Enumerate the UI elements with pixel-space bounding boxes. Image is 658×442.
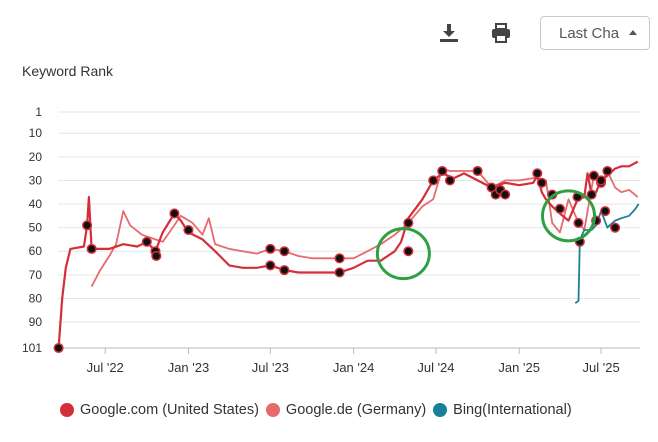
data-marker (532, 168, 543, 179)
legend-swatch-google-com (60, 403, 74, 417)
data-marker (588, 170, 599, 181)
data-marker (279, 246, 290, 257)
highlight-circle (375, 227, 431, 281)
data-marker (600, 206, 611, 217)
x-tick-label: Jan '24 (333, 360, 375, 375)
x-tick-label: Jan '23 (168, 360, 210, 375)
data-marker (53, 342, 64, 354)
caret-up-icon (629, 30, 637, 35)
data-marker (265, 260, 276, 271)
chart-legend: Google.com (United States) Google.de (Ge… (60, 402, 579, 418)
y-tick-label: 70 (29, 268, 43, 282)
download-button[interactable] (434, 18, 464, 48)
data-marker (334, 253, 345, 264)
y-axis-ticks: 1 10 20 30 40 50 60 70 80 90 101 (22, 105, 42, 355)
y-tick-label: 90 (29, 315, 43, 329)
data-marker (265, 243, 276, 254)
y-tick-label: 20 (29, 150, 43, 164)
data-marker (279, 265, 290, 276)
x-tick-label: Jan '25 (498, 360, 540, 375)
grid-lines (58, 111, 640, 349)
data-marker (437, 165, 448, 177)
data-marker (169, 208, 180, 219)
x-tick-label: Jul '22 (87, 360, 124, 375)
x-axis-ticks: Jul '22 Jan '23 Jul '23 Jan '24 Jul '24 Jan '… (87, 348, 620, 375)
y-tick-label: 40 (29, 197, 43, 211)
data-marker (472, 165, 483, 177)
series-line-1 (90, 167, 639, 288)
period-select[interactable]: Last Cha (540, 16, 650, 50)
data-marker (610, 222, 621, 233)
data-marker (444, 175, 456, 186)
y-tick-label: 101 (22, 341, 42, 355)
data-marker (82, 220, 93, 231)
data-marker (554, 203, 565, 214)
legend-item-bing[interactable]: Bing(International) (433, 402, 572, 418)
x-tick-label: Jul '25 (583, 360, 620, 375)
data-markers (53, 165, 621, 354)
legend-item-google-com[interactable]: Google.com (United States) (60, 402, 259, 418)
y-tick-label: 10 (29, 126, 43, 140)
highlight-circles (375, 189, 597, 281)
data-marker (428, 175, 439, 186)
series-lines (57, 160, 640, 349)
x-tick-label: Jul '23 (252, 360, 289, 375)
data-marker (596, 175, 607, 186)
series-line-0 (57, 160, 639, 349)
data-marker (500, 189, 511, 200)
data-marker (573, 217, 584, 228)
legend-item-google-de[interactable]: Google.de (Germany) (265, 402, 427, 418)
y-tick-label: 30 (29, 173, 43, 187)
legend-label-bing: Bing(International) (453, 402, 572, 418)
data-marker (151, 250, 162, 262)
y-tick-label: 60 (29, 244, 43, 258)
data-marker (602, 165, 613, 177)
y-tick-label: 1 (35, 105, 42, 119)
y-tick-label: 50 (29, 221, 43, 235)
data-marker (141, 236, 152, 247)
data-marker (586, 189, 597, 200)
data-marker (334, 267, 345, 278)
y-tick-label: 80 (29, 291, 43, 305)
x-tick-label: Jul '24 (417, 360, 454, 375)
print-button[interactable] (486, 18, 516, 48)
data-marker (536, 177, 547, 188)
series-line-2 (574, 203, 640, 304)
download-icon (440, 24, 458, 42)
highlight-circle (541, 189, 597, 243)
chart-title: Keyword Rank (22, 63, 114, 79)
legend-swatch-google-de (265, 403, 280, 417)
legend-label-google-com: Google.com (United States) (80, 402, 259, 418)
legend-label-google-de: Google.de (Germany) (285, 402, 427, 418)
data-marker (403, 217, 414, 228)
period-select-label: Last Cha (559, 24, 620, 42)
data-marker (183, 224, 194, 236)
data-marker (86, 243, 97, 254)
legend-swatch-bing (433, 403, 448, 417)
data-marker (403, 246, 414, 257)
print-icon (492, 23, 510, 43)
